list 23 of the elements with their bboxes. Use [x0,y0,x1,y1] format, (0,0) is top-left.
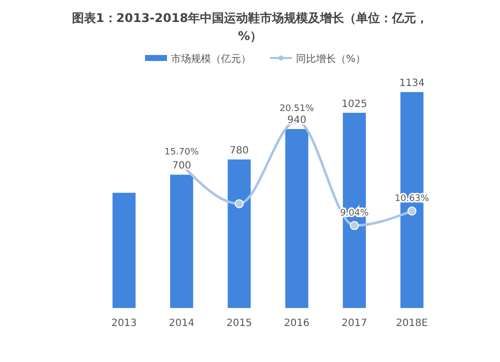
bar [228,159,251,308]
data-label: 15.70% [164,148,200,158]
legend-label: 同比增长（%） [296,53,366,65]
bar [112,192,136,308]
data-label: 1134 [399,78,425,90]
legend-label: 市场规模（亿元） [171,53,251,65]
point [407,206,416,216]
bar [170,174,194,308]
data-label: 1025 [342,98,368,110]
chart-title: 图表1：2013-2018年中国运动鞋市场规模及增长（单位：亿元，%） [72,11,428,43]
x-tick-label: 2013 [111,318,137,329]
data-label: 780 [230,145,249,156]
x-tick-label: 2015 [226,318,252,329]
x-tick-label: 2018E [396,318,428,329]
data-label: 20.51% [280,104,314,114]
x-tick-label: 2017 [342,318,368,329]
x-tick-label: 2016 [284,318,310,329]
bar [285,128,308,308]
point [234,199,244,208]
point [350,221,359,230]
data-label: 940 [287,114,306,126]
x-tick-label: 2014 [168,318,194,329]
data-label: 700 [172,160,192,172]
